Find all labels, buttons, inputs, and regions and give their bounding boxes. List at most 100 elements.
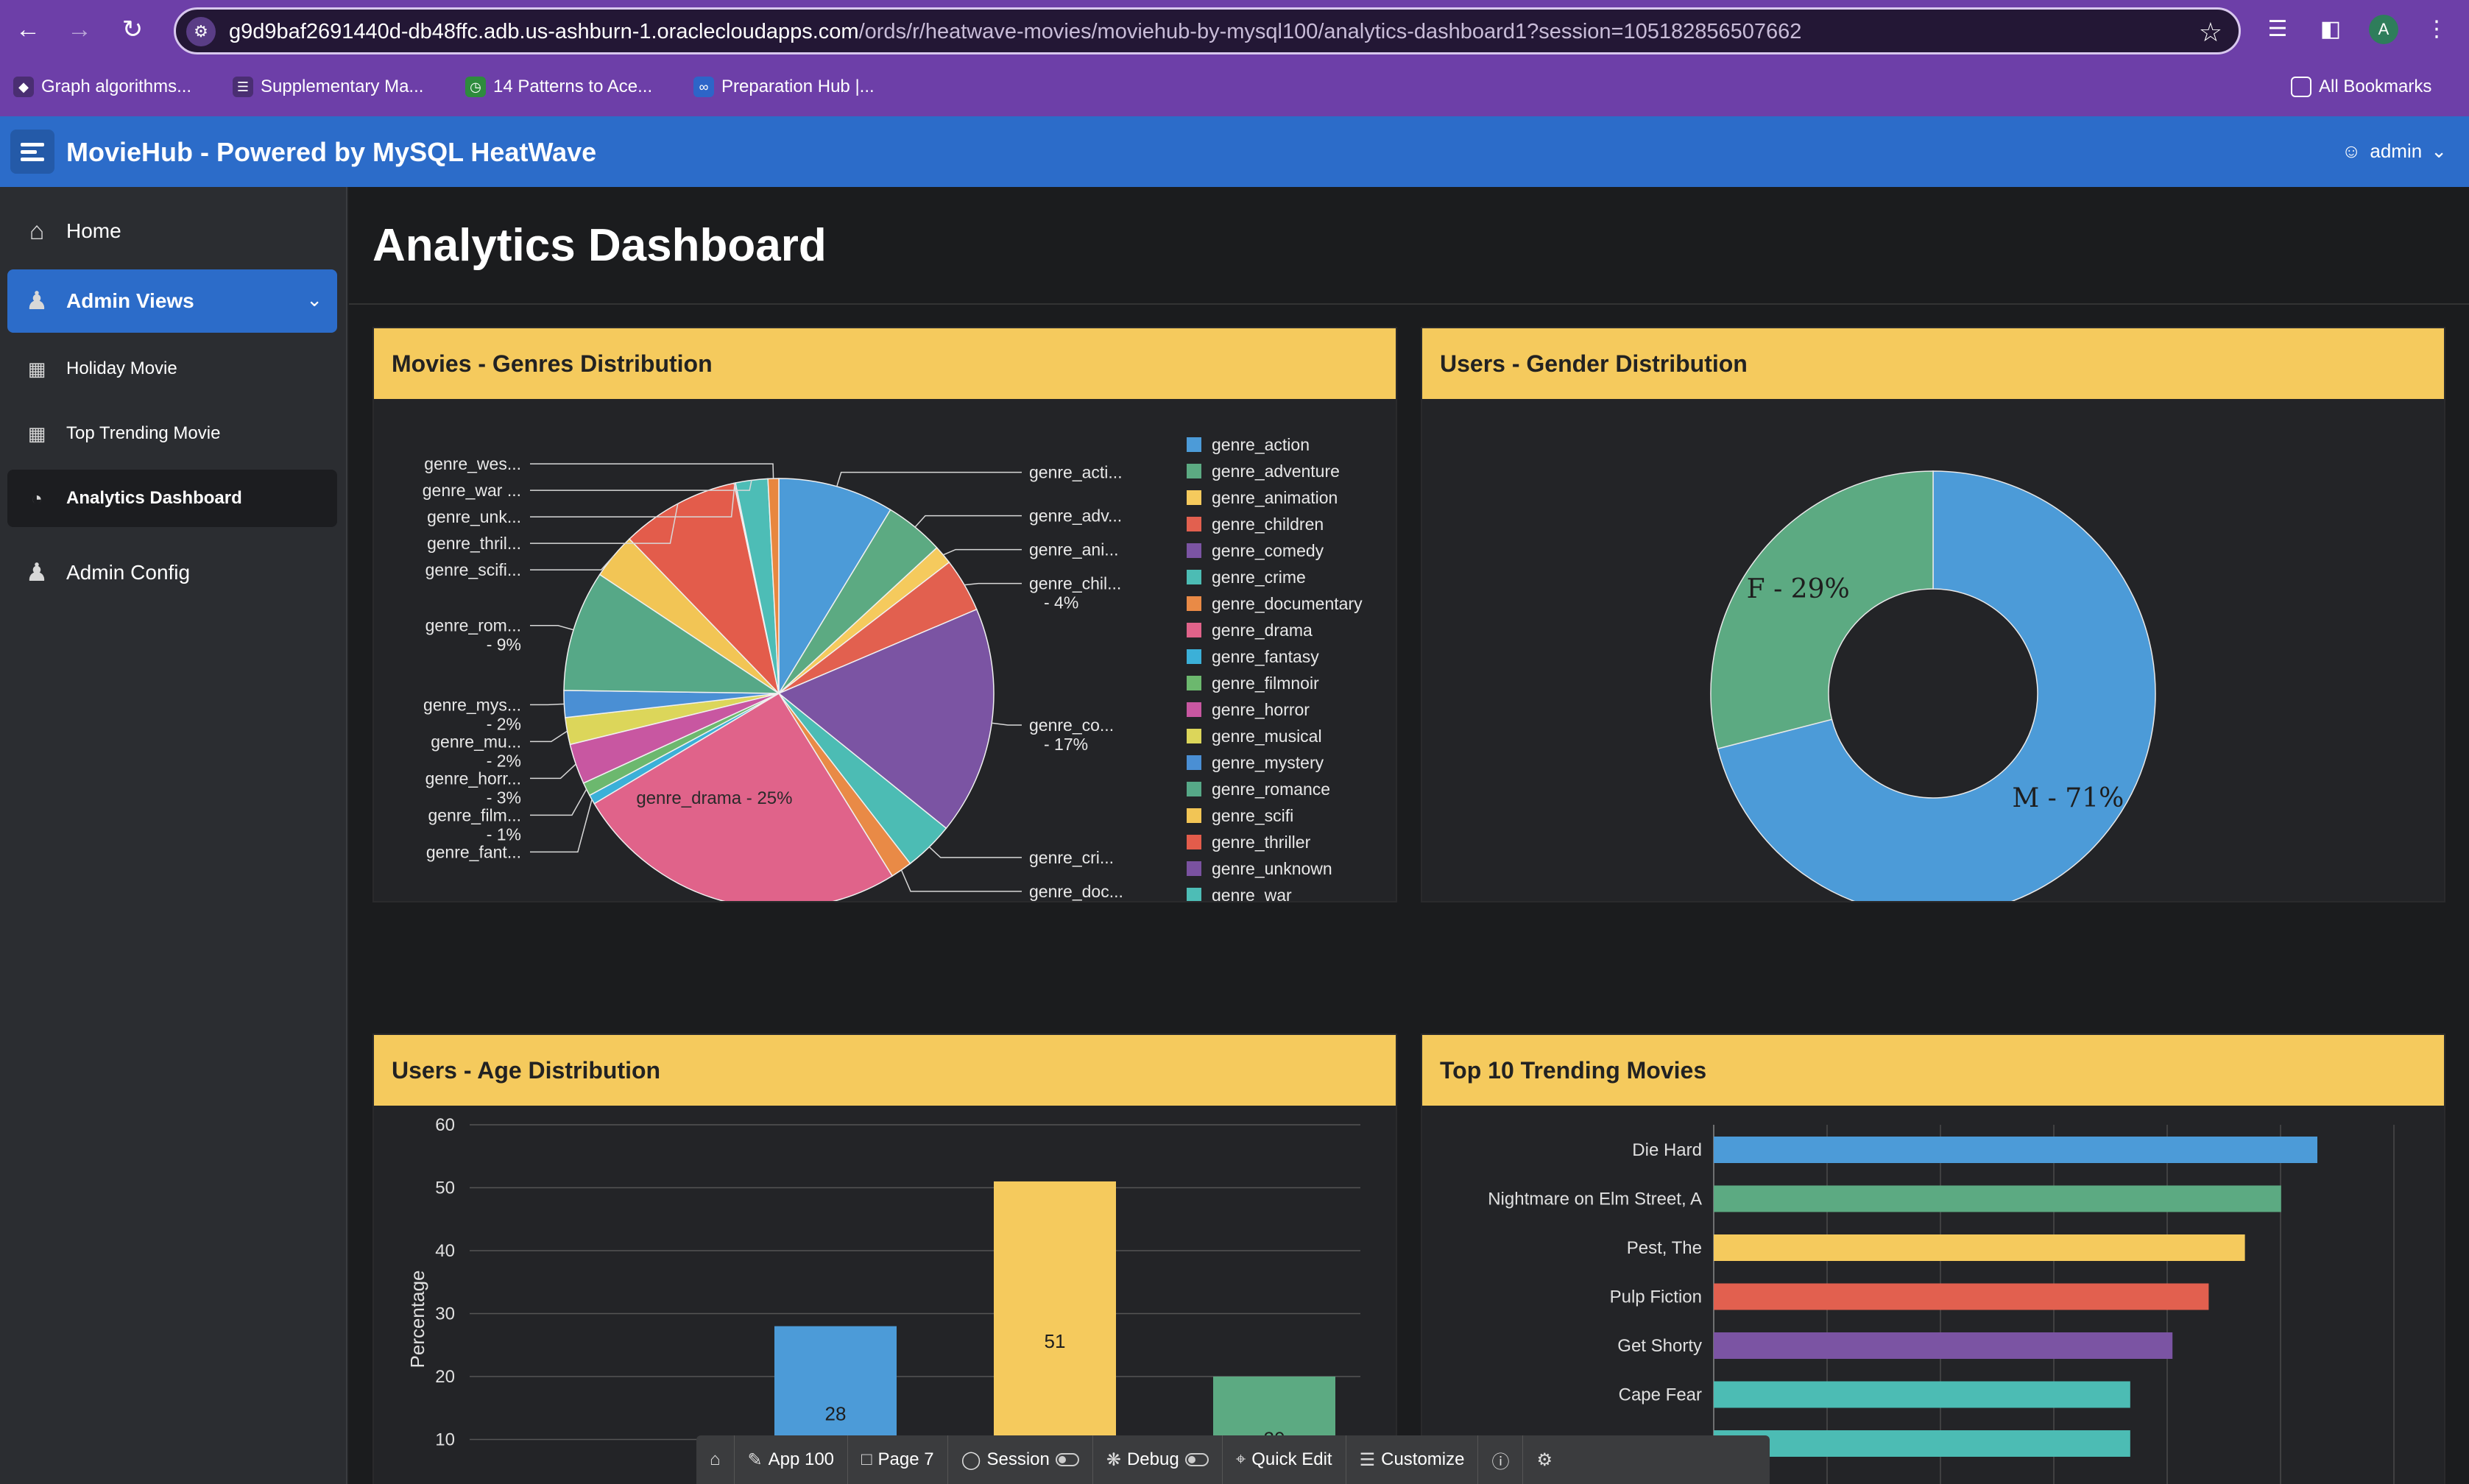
legend-label[interactable]: genre_adventure (1212, 462, 1340, 481)
main-content: Analytics Dashboard Movies - Genres Dist… (349, 187, 2469, 1484)
sidebar-item-admin-config[interactable]: ♟ Admin Config (7, 543, 337, 602)
legend-label[interactable]: genre_children (1212, 515, 1324, 534)
trending-bar[interactable] (1714, 1234, 2245, 1261)
sidebar-item-top-trending-movie[interactable]: ▦ Top Trending Movie (7, 405, 337, 462)
site-info-icon[interactable]: ⚙ (186, 17, 216, 46)
legend-label[interactable]: genre_documentary (1212, 594, 1363, 613)
dev-customize-button[interactable]: ☰ Customize (1346, 1435, 1479, 1484)
chevron-down-icon[interactable]: ⌄ (306, 289, 322, 311)
sidebar-item-home[interactable]: ⌂ Home (7, 202, 337, 261)
trending-bar-chart: Die Hard Nightmare on Elm Street, A Pest, … (1488, 1125, 2395, 1484)
genres-chart-area: genre_acti... genre_adv... genre_ani... gen… (374, 399, 1396, 901)
gender-donut-chart: M - 71% F - 29% (1710, 470, 2156, 901)
donut-slice-F[interactable] (1710, 470, 1934, 750)
age-bar[interactable] (994, 1181, 1116, 1484)
pie-slice-genre_comedy[interactable] (777, 608, 995, 830)
side-panel-icon[interactable]: ◧ (2320, 17, 2342, 41)
legend-label[interactable]: genre_fantasy (1212, 647, 1319, 666)
legend-label[interactable]: genre_war (1212, 886, 1292, 901)
leader-line (964, 582, 1022, 586)
category-label: Die Hard (1632, 1140, 1702, 1160)
bookmark-item[interactable]: ∞ Preparation Hub |... (693, 77, 875, 97)
session-toggle[interactable] (1055, 1453, 1079, 1466)
trending-bar[interactable] (1714, 1381, 2130, 1408)
all-bookmarks[interactable]: All Bookmarks (2291, 77, 2431, 97)
trending-bar[interactable] (1714, 1283, 2209, 1310)
url-text: g9d9baf2691440d-db48ffc.adb.us-ashburn-1… (229, 20, 1801, 44)
trending-bar[interactable] (1714, 1185, 2281, 1212)
legend-label[interactable]: genre_crime (1212, 568, 1306, 587)
address-bar[interactable]: ⚙ g9d9baf2691440d-db48ffc.adb.us-ashburn… (174, 7, 2241, 54)
pie-slice-genre_drama[interactable] (593, 692, 894, 901)
legend-label[interactable]: genre_musical (1212, 727, 1322, 746)
dev-settings-button[interactable]: ⚙ (1523, 1435, 1566, 1484)
sidebar-item-holiday-movie[interactable]: ▦ Holiday Movie (7, 340, 337, 398)
url-path: /ords/r/heatwave-movies/moviehub-by-mysq… (858, 20, 1802, 43)
home-icon: ⌂ (710, 1449, 721, 1469)
legend-label[interactable]: genre_drama (1212, 621, 1313, 640)
dev-quick-edit-button[interactable]: ⌖ Quick Edit (1223, 1435, 1346, 1484)
dev-home-button[interactable]: ⌂ (696, 1435, 735, 1484)
dev-app-button[interactable]: ✎ App 100 (735, 1435, 849, 1484)
trending-bar[interactable] (1714, 1332, 2173, 1359)
bookmark-star-icon[interactable]: ☆ (2198, 17, 2222, 47)
pie-slice-genre_romance[interactable] (563, 573, 781, 694)
legend-label[interactable]: genre_action (1212, 435, 1310, 454)
legend-label[interactable]: genre_horror (1212, 700, 1310, 719)
sidebar-item-analytics-dashboard[interactable]: ◔ Analytics Dashboard (7, 470, 337, 527)
dev-session-button[interactable]: ◯ Session (948, 1435, 1093, 1484)
dev-quick-edit-label: Quick Edit (1251, 1449, 1332, 1469)
info-icon: ⓘ (1491, 1452, 1510, 1472)
reload-icon[interactable]: ↻ (121, 15, 144, 43)
genres-pie-chart: genre_acti...genre_adv...genre_ani...gen… (423, 435, 1363, 901)
dev-app-label: App 100 (768, 1449, 835, 1469)
bookmark-label: Supplementary Ma... (261, 77, 424, 96)
slice-label: genre_acti... (1029, 463, 1123, 482)
browser-menu-icon[interactable]: ⋮ (2426, 17, 2448, 41)
pie-slice-genre_action[interactable] (778, 478, 891, 696)
forward-arrow-icon[interactable]: → (67, 15, 92, 43)
legend-label[interactable]: genre_animation (1212, 488, 1338, 507)
doc-icon: ☰ (233, 77, 253, 97)
sidebar-item-label: Home (66, 219, 121, 242)
url-host: g9d9baf2691440d-db48ffc.adb.us-ashburn-1… (229, 20, 859, 43)
slice-label: genre_ani... (1029, 540, 1118, 559)
y-tick-label: 60 (435, 1115, 455, 1135)
film-icon: ▦ (27, 357, 46, 380)
leader-line (992, 722, 1022, 726)
dev-debug-button[interactable]: ❋ Debug (1093, 1435, 1223, 1484)
trending-bar[interactable] (1714, 1430, 2130, 1457)
legend-label[interactable]: genre_filmnoir (1212, 674, 1319, 693)
legend-label[interactable]: genre_comedy (1212, 541, 1324, 560)
debug-toggle[interactable] (1184, 1453, 1209, 1466)
profile-avatar[interactable]: A (2369, 15, 2398, 44)
sidebar-item-admin-views[interactable]: ♟ Admin Views ⌄ (7, 269, 337, 333)
bookmark-item[interactable]: ☰ Supplementary Ma... (233, 77, 423, 97)
slice-label-percent: - 1% (487, 824, 521, 844)
legend-swatch (1187, 835, 1201, 849)
bookmark-item[interactable]: ◷ 14 Patterns to Ace... (465, 77, 652, 97)
media-controls-icon[interactable]: ☰ (2267, 17, 2288, 41)
app-title[interactable]: MovieHub - Powered by MySQL HeatWave (66, 137, 597, 167)
legend-label[interactable]: genre_mystery (1212, 753, 1324, 772)
panel-title: Top 10 Trending Movies (1422, 1035, 2444, 1106)
dev-info-button[interactable]: ⓘ (1478, 1435, 1524, 1484)
sidebar-item-label: Analytics Dashboard (66, 488, 242, 508)
clock-icon: ◷ (465, 77, 486, 97)
dev-page-button[interactable]: □ Page 7 (848, 1435, 948, 1484)
legend-label[interactable]: genre_thriller (1212, 833, 1311, 852)
browser-chrome: ← → ↻ ⚙ g9d9baf2691440d-db48ffc.adb.us-a… (0, 0, 2469, 116)
menu-toggle-icon[interactable] (10, 130, 54, 174)
legend-swatch (1187, 623, 1201, 637)
back-arrow-icon[interactable]: ← (15, 15, 40, 43)
legend-label[interactable]: genre_scifi (1212, 806, 1293, 825)
developer-toolbar: ⌂ ✎ App 100 □ Page 7 ◯ Session ❋ Debug ⌖ Quic… (696, 1435, 1770, 1484)
user-menu[interactable]: ☺ admin ⌄ (2342, 140, 2447, 163)
bookmark-item[interactable]: ◆ Graph algorithms... (13, 77, 191, 97)
trending-bar[interactable] (1714, 1137, 2317, 1163)
folder-icon (2291, 77, 2311, 97)
legend-label[interactable]: genre_romance (1212, 780, 1330, 799)
legend-label[interactable]: genre_unknown (1212, 859, 1332, 878)
donut-slice-M[interactable] (1717, 470, 2156, 901)
app-header: MovieHub - Powered by MySQL HeatWave ☺ a… (0, 116, 2469, 187)
